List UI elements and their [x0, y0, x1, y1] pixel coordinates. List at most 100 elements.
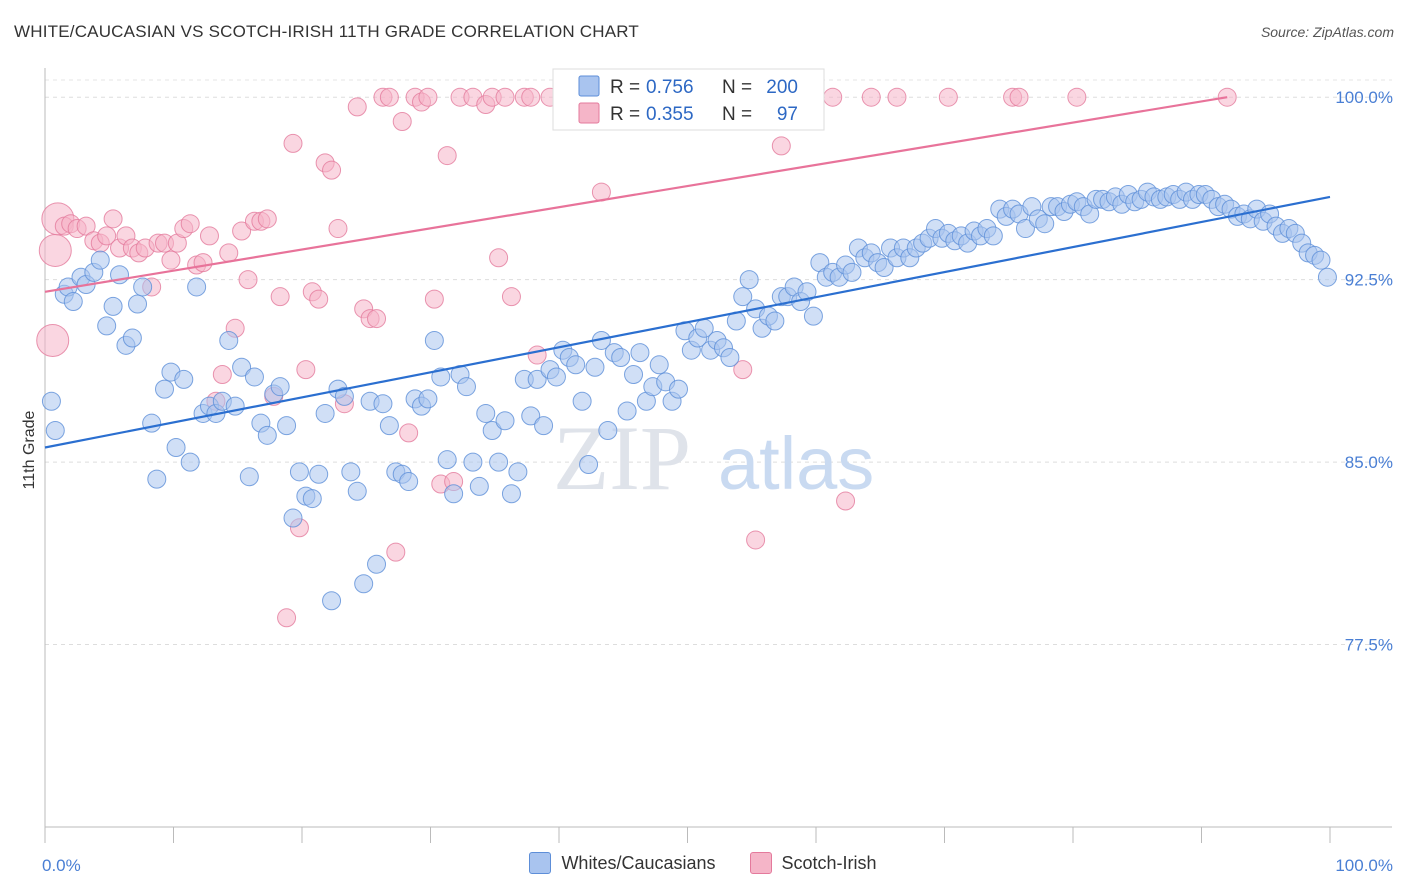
legend-swatch-whites [578, 75, 600, 97]
whites-point [354, 574, 374, 594]
whites-point [720, 347, 740, 367]
whites-point [1317, 267, 1337, 287]
whites-point [476, 403, 496, 423]
scotch-irish-point [887, 87, 907, 107]
scotch-irish-point [97, 226, 117, 246]
whites-point [219, 330, 239, 350]
whites-point [983, 226, 1003, 246]
whites-point [239, 467, 259, 487]
whites-point [495, 411, 515, 431]
scotch-irish-point [379, 87, 399, 107]
whites-point [617, 401, 637, 421]
whites-point [122, 328, 142, 348]
whites-point [289, 462, 309, 482]
scotch-irish-point [733, 360, 753, 380]
legend-box: R = 0.756 N = 200 R = 0.355 N = 97 [552, 68, 825, 131]
scotch-irish-point [309, 289, 329, 309]
whites-point [142, 413, 162, 433]
y-axis-title: 11th Grade [21, 410, 38, 489]
scotch-irish-point [938, 87, 958, 107]
scotch-irish-point [270, 287, 290, 307]
watermark-atlas: atlas [718, 422, 874, 505]
whites-point [187, 277, 207, 297]
whites-point [367, 554, 387, 574]
whites-points [41, 182, 1337, 611]
whites-point [874, 257, 894, 277]
whites-point [733, 287, 753, 307]
whites-point [456, 377, 476, 397]
whites-point [347, 481, 367, 501]
whites-point [437, 450, 457, 470]
whites-point [611, 347, 631, 367]
legend-swatch-scotch-irish [578, 102, 600, 124]
whites-point [1015, 219, 1035, 239]
y-tick-label: 77.5% [1345, 636, 1393, 655]
whites-point [166, 438, 186, 457]
whites-point [244, 367, 264, 387]
whites-point [302, 489, 322, 509]
x-tick-labels: 0.0% 100.0% [42, 856, 1393, 875]
whites-point [283, 508, 303, 528]
scotch-irish-point [527, 345, 547, 365]
scotch-irish-point [437, 146, 457, 166]
whites-point [534, 416, 554, 436]
scotch-irish-point [257, 209, 277, 229]
trend-lines [44, 96, 1331, 449]
scotch-irish-point [212, 365, 232, 385]
scotch-irish-point [161, 250, 181, 270]
whites-point [45, 420, 65, 440]
legend-n-label-scotch-irish: N = [722, 104, 752, 125]
legend-label-scotch-irish: Scotch-Irish [781, 852, 877, 873]
whites-point [133, 277, 153, 297]
whites-trend-line [44, 195, 1331, 449]
scotch-irish-point [296, 360, 316, 380]
watermark: ZIP atlas [553, 407, 874, 509]
whites-point [180, 452, 200, 472]
whites-point [572, 391, 592, 411]
whites-point [1311, 250, 1331, 270]
whites-point [624, 365, 644, 385]
scotch-irish-point [746, 530, 766, 550]
legend-r-value-scotch-irish: 0.355 [646, 104, 694, 125]
whites-point [174, 369, 194, 389]
scotch-irish-point [238, 270, 258, 290]
whites-point [1035, 214, 1055, 234]
legend-item-whites[interactable]: Whites/Caucasians [529, 852, 716, 874]
scotch-irish-point [836, 491, 856, 511]
scotch-irish-point [1067, 87, 1087, 107]
whites-point [521, 406, 541, 426]
whites-point [309, 464, 329, 484]
whites-point [399, 472, 419, 492]
whites-point [444, 484, 464, 504]
whites-point [649, 355, 669, 375]
whites-point [155, 379, 175, 399]
whites-point [315, 403, 335, 423]
whites-point [90, 250, 110, 270]
scotch-irish-point [386, 542, 406, 562]
scotch-irish-point [103, 209, 123, 229]
whites-point [270, 377, 290, 397]
scotch-irish-point [193, 253, 213, 273]
scotch-irish-point [392, 112, 412, 132]
whites-point [546, 367, 566, 387]
chart-title: WHITE/CAUCASIAN VS SCOTCH-IRISH 11TH GRA… [14, 22, 640, 41]
whites-point [379, 416, 399, 436]
scotch-irish-point [199, 226, 219, 246]
legend-label-whites: Whites/Caucasians [561, 852, 716, 873]
watermark-zip: ZIP [553, 407, 691, 509]
whites-point [585, 357, 605, 377]
scotch-irish-point [277, 608, 297, 628]
whites-point [797, 282, 817, 302]
legend-swatch-scotch-irish-bottom [749, 852, 772, 874]
bottom-legend: Whites/Caucasians Scotch-Irish [0, 852, 1406, 874]
scotch-irish-point [424, 289, 444, 309]
whites-point [482, 420, 502, 440]
whites-point [232, 357, 252, 377]
legend-swatch-whites-bottom [529, 852, 552, 874]
whites-point [508, 462, 528, 482]
scotch-irish-point [501, 287, 521, 307]
scotch-irish-point [219, 243, 239, 263]
whites-point [63, 292, 83, 312]
legend-item-scotch-irish[interactable]: Scotch-Irish [749, 852, 877, 874]
